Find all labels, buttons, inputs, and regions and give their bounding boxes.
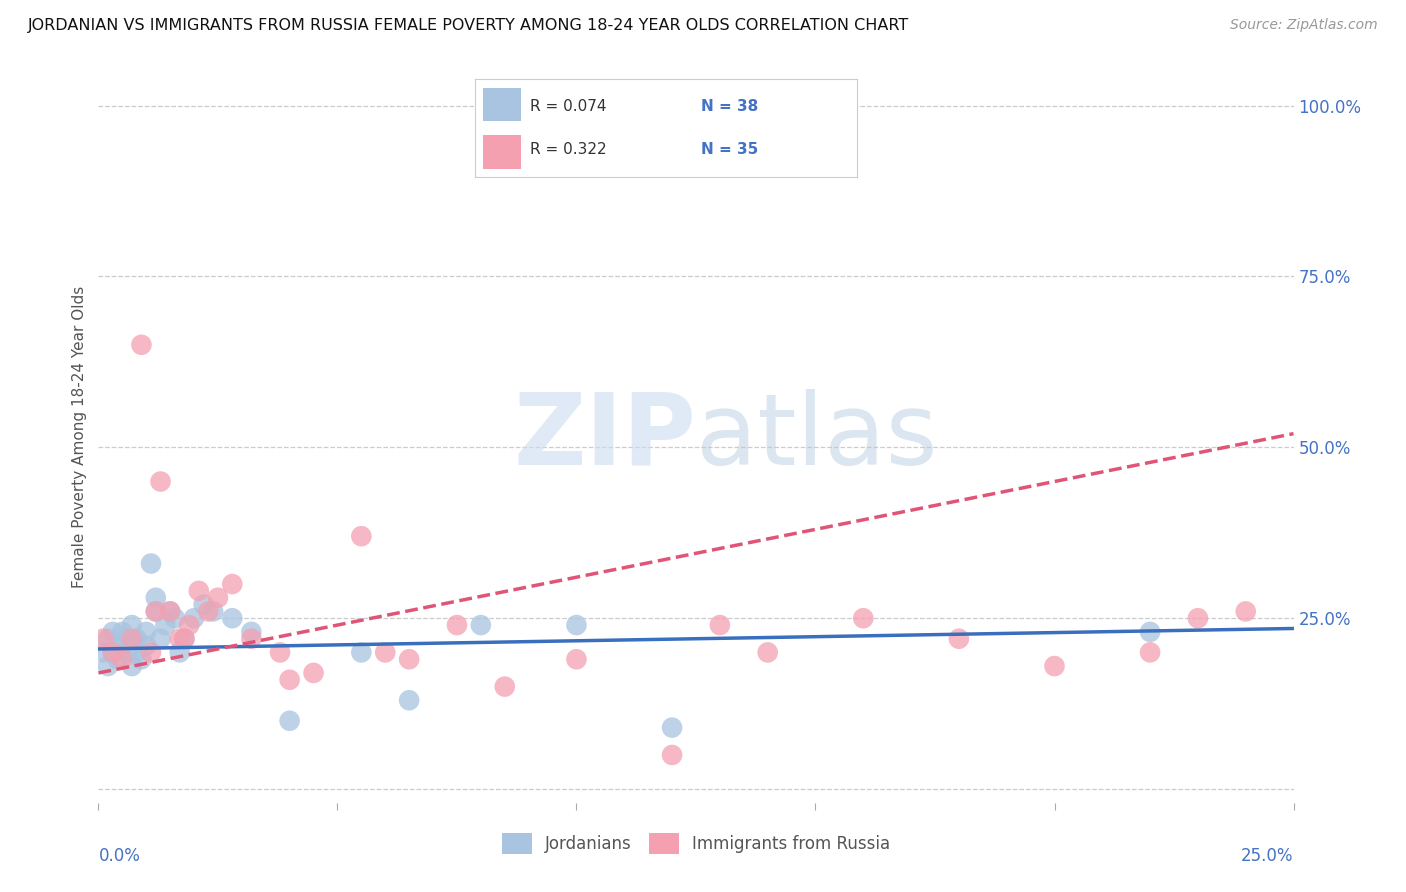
- Point: [948, 632, 970, 646]
- Point: [661, 747, 683, 762]
- Point: [709, 618, 731, 632]
- Point: [149, 632, 172, 646]
- Legend: Jordanians, Immigrants from Russia: Jordanians, Immigrants from Russia: [495, 827, 897, 860]
- Point: [139, 645, 162, 659]
- Point: [661, 721, 683, 735]
- Point: [145, 604, 167, 618]
- Point: [193, 598, 215, 612]
- Point: [91, 632, 114, 646]
- Point: [197, 604, 219, 618]
- Point: [202, 604, 225, 618]
- Point: [101, 645, 124, 659]
- Point: [121, 618, 143, 632]
- Point: [125, 632, 148, 646]
- Point: [269, 645, 291, 659]
- Point: [240, 624, 263, 639]
- Point: [446, 618, 468, 632]
- Point: [101, 624, 124, 639]
- Point: [111, 639, 134, 653]
- Text: Source: ZipAtlas.com: Source: ZipAtlas.com: [1230, 18, 1378, 32]
- Point: [115, 632, 138, 646]
- Point: [207, 591, 229, 605]
- Point: [278, 673, 301, 687]
- Point: [169, 645, 191, 659]
- Point: [173, 632, 195, 646]
- Point: [159, 604, 181, 618]
- Point: [139, 557, 162, 571]
- Point: [179, 618, 201, 632]
- Point: [470, 618, 492, 632]
- Point: [350, 645, 373, 659]
- Point: [135, 639, 157, 653]
- Point: [374, 645, 396, 659]
- Point: [221, 611, 243, 625]
- Text: 0.0%: 0.0%: [98, 847, 141, 864]
- Text: JORDANIAN VS IMMIGRANTS FROM RUSSIA FEMALE POVERTY AMONG 18-24 YEAR OLDS CORRELA: JORDANIAN VS IMMIGRANTS FROM RUSSIA FEMA…: [28, 18, 910, 33]
- Point: [111, 652, 134, 666]
- Point: [1234, 604, 1257, 618]
- Point: [159, 604, 181, 618]
- Point: [1139, 624, 1161, 639]
- Point: [121, 659, 143, 673]
- Y-axis label: Female Poverty Among 18-24 Year Olds: Female Poverty Among 18-24 Year Olds: [72, 286, 87, 588]
- Text: atlas: atlas: [696, 389, 938, 485]
- Point: [91, 645, 114, 659]
- Point: [1187, 611, 1209, 625]
- Point: [107, 652, 129, 666]
- Point: [350, 529, 373, 543]
- Text: ZIP: ZIP: [513, 389, 696, 485]
- Point: [115, 645, 138, 659]
- Point: [131, 652, 153, 666]
- Point: [169, 632, 191, 646]
- Point: [155, 618, 177, 632]
- Point: [302, 665, 325, 680]
- Point: [97, 659, 120, 673]
- Point: [125, 645, 148, 659]
- Point: [163, 611, 186, 625]
- Point: [221, 577, 243, 591]
- Point: [565, 652, 588, 666]
- Point: [145, 604, 167, 618]
- Point: [145, 591, 167, 605]
- Point: [398, 693, 420, 707]
- Point: [135, 624, 157, 639]
- Point: [1043, 659, 1066, 673]
- Point: [121, 632, 143, 646]
- Point: [494, 680, 516, 694]
- Point: [565, 618, 588, 632]
- Point: [1139, 645, 1161, 659]
- Text: 25.0%: 25.0%: [1241, 847, 1294, 864]
- Point: [756, 645, 779, 659]
- Point: [278, 714, 301, 728]
- Point: [183, 611, 205, 625]
- Point: [240, 632, 263, 646]
- Point: [111, 624, 134, 639]
- Point: [101, 645, 124, 659]
- Point: [398, 652, 420, 666]
- Point: [187, 583, 209, 598]
- Point: [131, 338, 153, 352]
- Point: [173, 632, 195, 646]
- Point: [852, 611, 875, 625]
- Point: [149, 475, 172, 489]
- Point: [97, 632, 120, 646]
